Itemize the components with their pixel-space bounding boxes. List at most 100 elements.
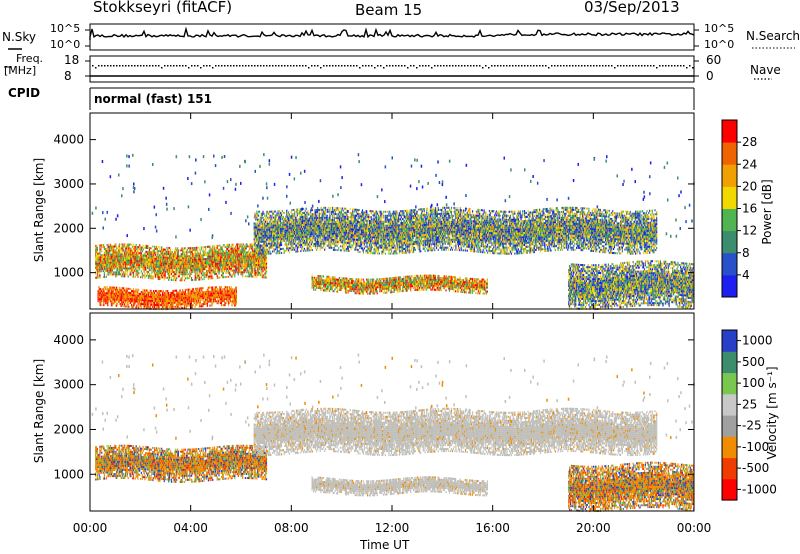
- power-cell: [215, 246, 217, 249]
- power-cell: [102, 288, 104, 291]
- power-cell: [240, 255, 242, 258]
- power-cell: [238, 269, 240, 272]
- power-cell: [140, 305, 142, 307]
- power-cell: [203, 278, 205, 281]
- power-cell: [102, 256, 104, 259]
- power-cell: [228, 271, 230, 274]
- power-cell: [175, 301, 177, 304]
- power-cell: [243, 261, 246, 264]
- nave-dot: [659, 65, 661, 67]
- power-cell: [100, 302, 102, 305]
- power-cell: [143, 270, 145, 273]
- power-cell: [154, 245, 156, 248]
- power-cell: [175, 247, 177, 250]
- power-cell: [199, 250, 202, 253]
- power-cell: [126, 269, 128, 272]
- power-cell: [147, 255, 150, 257]
- power-cell: [194, 270, 196, 273]
- power-cell: [116, 304, 118, 307]
- power-cell: [216, 244, 218, 247]
- power-cell: [198, 258, 200, 261]
- power-cell: [148, 269, 150, 272]
- power-cell: [112, 249, 114, 252]
- power-cell: [119, 261, 121, 264]
- power-cell: [183, 269, 185, 272]
- power-cell: [99, 250, 101, 253]
- power-cell: [172, 269, 174, 272]
- power-cell: [138, 272, 140, 275]
- power-cell: [226, 258, 228, 260]
- power-cell: [213, 245, 216, 248]
- power-cell: [125, 259, 128, 262]
- power-cell: [157, 256, 159, 258]
- power-cell: [221, 276, 224, 279]
- power-cell: [260, 264, 262, 267]
- power-cell: [183, 259, 185, 262]
- power-cell: [221, 258, 224, 261]
- power-cell: [243, 261, 245, 264]
- power-cell: [133, 251, 135, 254]
- power-cell: [151, 251, 153, 254]
- power-cell: [243, 271, 245, 274]
- power-cell: [169, 276, 171, 279]
- power-cell: [164, 276, 166, 279]
- power-cell: [124, 267, 126, 270]
- power-cell: [123, 275, 125, 278]
- power-cell: [119, 269, 121, 272]
- power-cell: [221, 274, 224, 277]
- power-cell: [103, 260, 105, 263]
- power-cell: [212, 269, 214, 272]
- power-cell: [116, 267, 118, 270]
- power-cell: [239, 243, 241, 246]
- power-cell: [274, 238, 276, 241]
- power-cell: [213, 257, 216, 260]
- power-cell: [208, 257, 210, 260]
- power-cell: [159, 264, 161, 267]
- power-cell: [142, 248, 144, 251]
- power-cell: [199, 248, 201, 251]
- power-cell: [265, 276, 268, 279]
- power-cell: [169, 271, 172, 273]
- power-cell: [258, 260, 261, 262]
- power-cell: [215, 256, 217, 259]
- power-cell: [220, 252, 222, 255]
- power-cell: [103, 256, 105, 258]
- power-cell: [237, 247, 239, 250]
- power-cell: [213, 259, 216, 262]
- power-cell: [150, 273, 152, 276]
- power-cell: [235, 265, 237, 268]
- power-cell: [126, 263, 128, 266]
- power-cell: [212, 257, 214, 260]
- power-cell: [199, 262, 202, 265]
- power-cell: [138, 288, 140, 291]
- power-cell: [153, 263, 155, 266]
- power-cell: [248, 255, 250, 258]
- power-cell: [168, 260, 170, 263]
- power-cell: [235, 267, 237, 270]
- power-cell: [195, 278, 197, 281]
- power-cell: [209, 263, 211, 266]
- power-cell: [242, 261, 244, 264]
- power-cell: [236, 243, 238, 246]
- power-cell: [228, 249, 231, 252]
- power-cell: [162, 254, 165, 257]
- power-cell: [108, 298, 110, 301]
- power-cell: [237, 251, 239, 254]
- power-cell: [192, 255, 194, 257]
- power-cell: [132, 259, 134, 262]
- power-cell: [140, 248, 142, 251]
- power-cell: [112, 273, 114, 276]
- power-cell: [214, 253, 216, 255]
- power-cell: [119, 303, 121, 305]
- power-cell: [156, 267, 158, 270]
- nave-dot: [614, 67, 616, 69]
- power-cell: [248, 271, 250, 274]
- power-cell: [232, 288, 234, 291]
- power-cell: [184, 273, 187, 276]
- power-cell: [107, 304, 109, 307]
- power-cell: [191, 279, 194, 281]
- power-cell: [217, 256, 219, 259]
- power-cell: [120, 257, 122, 260]
- power-cell: [160, 266, 162, 269]
- power-cell: [211, 263, 213, 266]
